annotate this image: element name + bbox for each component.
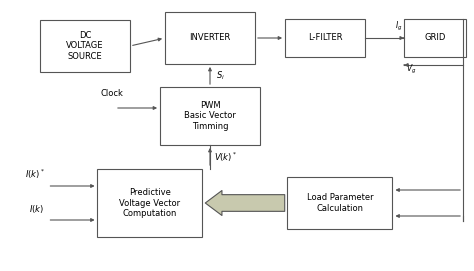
Text: Clock: Clock: [100, 89, 123, 98]
Bar: [160, 87, 260, 145]
Text: $V_g$: $V_g$: [406, 63, 417, 76]
Bar: [165, 12, 255, 64]
Text: $I(k)^*$: $I(k)^*$: [25, 167, 45, 181]
Bar: [40, 20, 130, 72]
Bar: [98, 169, 202, 237]
Text: Load Parameter
Calculation: Load Parameter Calculation: [307, 193, 374, 213]
FancyArrowPatch shape: [205, 191, 285, 215]
Bar: [285, 19, 365, 57]
Bar: [288, 177, 392, 229]
Text: L-FILTER: L-FILTER: [308, 34, 342, 43]
Text: PWM
Basic Vector
Timming: PWM Basic Vector Timming: [184, 101, 236, 131]
Text: DC
VOLTAGE
SOURCE: DC VOLTAGE SOURCE: [66, 31, 104, 61]
Text: Predictive
Voltage Vector
Computation: Predictive Voltage Vector Computation: [119, 188, 181, 218]
Text: INVERTER: INVERTER: [190, 34, 231, 43]
Text: $V(k)^*$: $V(k)^*$: [214, 151, 237, 164]
Text: $S_i$: $S_i$: [216, 69, 225, 82]
Text: $I_g$: $I_g$: [394, 20, 402, 33]
Bar: [404, 19, 466, 57]
Text: $I(k)$: $I(k)$: [29, 203, 45, 215]
Text: GRID: GRID: [424, 34, 446, 43]
